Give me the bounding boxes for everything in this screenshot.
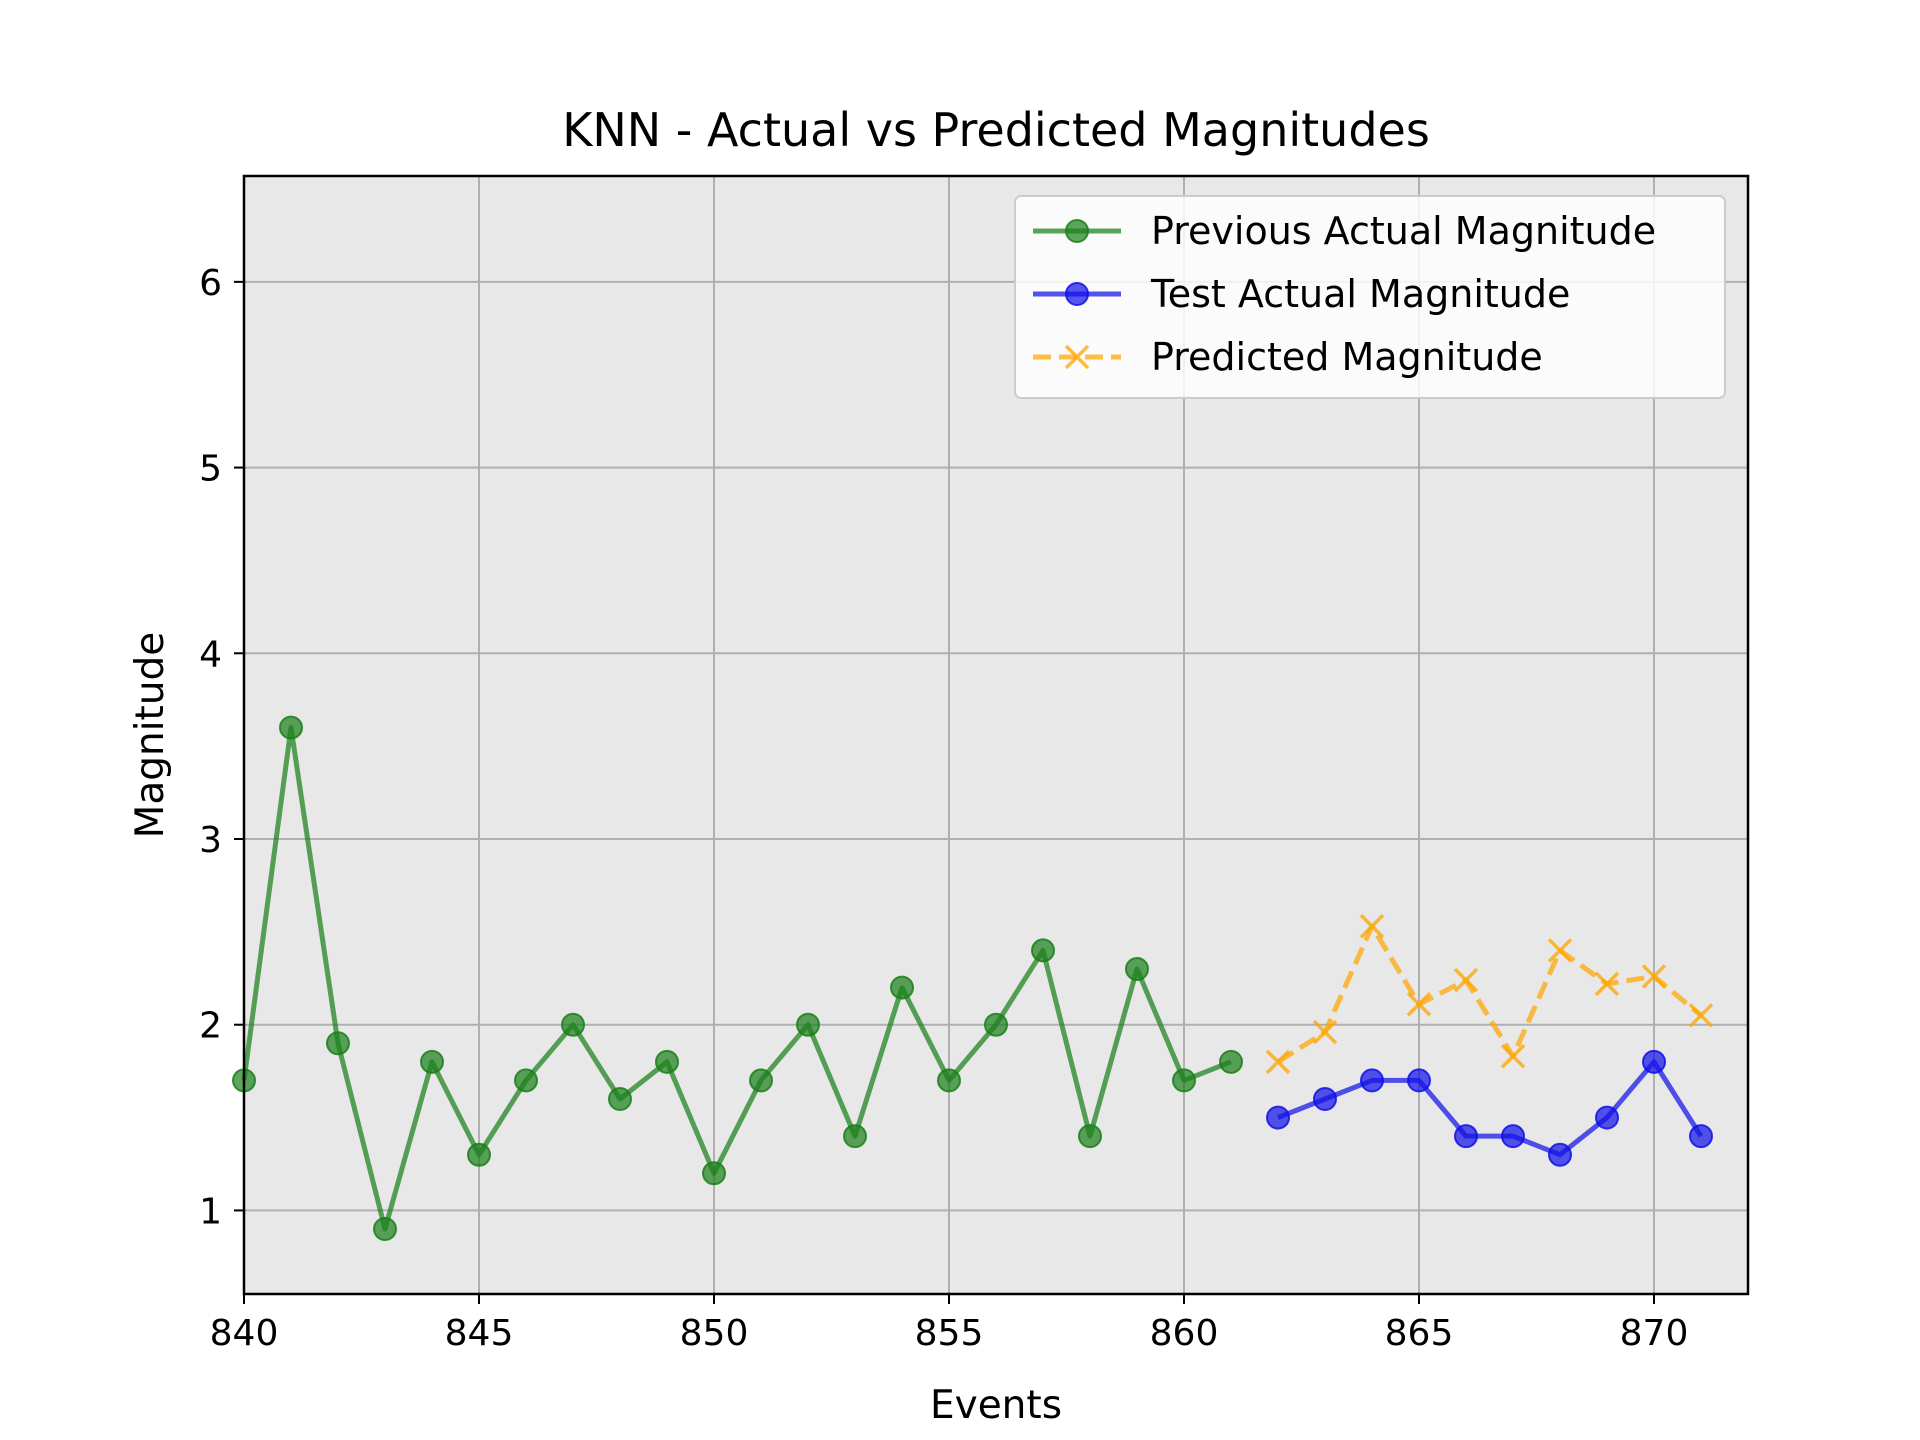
test-actual-magnitude-point <box>1454 1124 1478 1149</box>
x-tick-label: 845 <box>445 1313 514 1354</box>
previous-actual-magnitude-point <box>420 1049 444 1074</box>
predicted-magnitude-point <box>1500 1044 1526 1069</box>
previous-actual-magnitude-point <box>843 1124 867 1149</box>
legend-item-predicted-magnitude: Predicted Magnitude <box>1033 335 1543 379</box>
y-tick-label: 4 <box>199 634 222 675</box>
series-layer <box>232 715 1714 1241</box>
legend-marker <box>1065 219 1089 243</box>
previous-actual-magnitude-series <box>232 715 1243 1241</box>
previous-actual-magnitude-point <box>1219 1049 1243 1074</box>
legend-label: Test Actual Magnitude <box>1150 272 1570 316</box>
legend-item-previous-actual-magnitude: Previous Actual Magnitude <box>1033 209 1656 253</box>
legend-box <box>1014 195 1726 399</box>
previous-actual-magnitude-point <box>373 1217 397 1241</box>
previous-actual-magnitude-point <box>608 1087 632 1111</box>
plot-frame <box>242 174 1750 1296</box>
previous-actual-magnitude-point <box>890 975 914 1000</box>
test-actual-magnitude-point <box>1595 1105 1619 1130</box>
previous-actual-magnitude-point <box>1125 957 1149 981</box>
previous-actual-magnitude-point <box>1078 1124 1102 1149</box>
test-actual-magnitude-line <box>1277 1059 1704 1158</box>
predicted-magnitude-point <box>1359 914 1385 939</box>
y-tick-label: 1 <box>199 1191 222 1232</box>
test-actual-magnitude-point <box>1360 1068 1384 1093</box>
previous-actual-magnitude-point <box>1172 1068 1196 1093</box>
x-tick-label: 855 <box>915 1313 984 1354</box>
legend-marker <box>1064 344 1090 370</box>
previous-actual-magnitude-point <box>655 1049 679 1074</box>
x-tick-label: 860 <box>1150 1313 1219 1354</box>
previous-actual-magnitude-point <box>984 1012 1008 1037</box>
x-tick-label: 850 <box>680 1313 749 1354</box>
previous-actual-magnitude-point <box>749 1068 773 1093</box>
predicted-magnitude-series <box>1265 914 1714 1075</box>
y-tick-label: 3 <box>199 820 222 861</box>
test-actual-magnitude-series <box>1266 1049 1713 1167</box>
x-tick-label: 870 <box>1620 1313 1689 1354</box>
predicted-magnitude-point <box>1641 964 1667 989</box>
legend-label: Predicted Magnitude <box>1151 335 1543 379</box>
legend: Previous Actual Magnitude Test Actual Mag… <box>1014 195 1726 399</box>
test-actual-magnitude-point <box>1313 1087 1337 1111</box>
predicted-magnitude-point <box>1688 1003 1714 1028</box>
previous-actual-magnitude-point <box>796 1012 820 1037</box>
predicted-magnitude-point <box>1547 938 1573 963</box>
x-tick-label: 865 <box>1385 1313 1454 1354</box>
test-actual-magnitude-point <box>1407 1068 1431 1093</box>
previous-actual-magnitude-line <box>241 725 1232 1232</box>
predicted-magnitude-point <box>1406 992 1432 1017</box>
x-axis-ticks: 840 845 850 855 860 865 870 <box>210 1294 1689 1354</box>
test-actual-magnitude-point <box>1548 1142 1572 1167</box>
previous-actual-magnitude-point <box>702 1161 726 1186</box>
test-actual-magnitude-point <box>1501 1124 1525 1149</box>
grid <box>243 176 1748 1294</box>
y-tick-label: 6 <box>199 263 222 304</box>
previous-actual-magnitude-point <box>561 1012 585 1037</box>
y-axis-ticks: 1 2 3 4 5 6 <box>199 263 244 1232</box>
test-actual-magnitude-point <box>1689 1124 1713 1149</box>
previous-actual-magnitude-point <box>514 1068 538 1093</box>
legend-item-test-actual-magnitude: Test Actual Magnitude <box>1033 272 1570 316</box>
predicted-magnitude-point <box>1312 1019 1338 1045</box>
x-axis-label: Events <box>930 1383 1062 1428</box>
previous-actual-magnitude-point <box>1031 938 1055 963</box>
test-actual-magnitude-point <box>1642 1049 1666 1074</box>
test-actual-magnitude-point <box>1266 1105 1290 1130</box>
legend-label: Previous Actual Magnitude <box>1151 209 1656 253</box>
predicted-magnitude-line <box>1276 923 1703 1064</box>
previous-actual-magnitude-point <box>937 1068 961 1093</box>
y-tick-label: 5 <box>199 449 222 490</box>
legend-marker <box>1065 282 1089 306</box>
previous-actual-magnitude-point <box>326 1031 350 1056</box>
predicted-magnitude-point <box>1594 971 1620 997</box>
predicted-magnitude-point <box>1453 967 1479 993</box>
y-tick-label: 2 <box>199 1006 222 1047</box>
x-tick-label: 840 <box>210 1313 279 1354</box>
previous-actual-magnitude-point <box>467 1142 491 1167</box>
previous-actual-magnitude-point <box>279 715 303 740</box>
y-axis-label: Magnitude <box>128 632 173 839</box>
chart-title: KNN - Actual vs Predicted Magnitudes <box>562 103 1430 157</box>
predicted-magnitude-point <box>1265 1049 1291 1075</box>
